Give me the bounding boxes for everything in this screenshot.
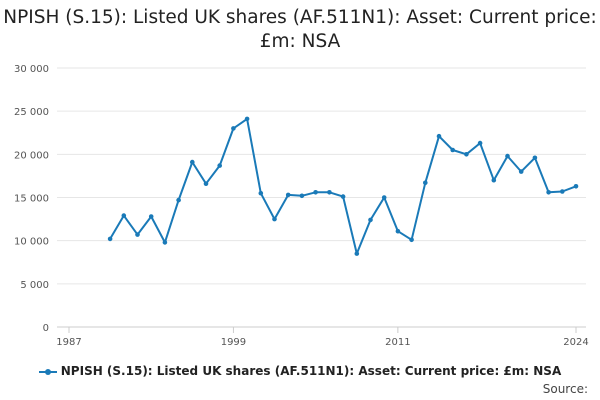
data-point bbox=[272, 216, 277, 222]
x-tick-label: 2011 bbox=[385, 337, 410, 348]
data-point bbox=[423, 180, 428, 186]
data-point bbox=[505, 153, 510, 159]
data-point bbox=[121, 213, 127, 218]
data-point bbox=[381, 195, 387, 200]
legend[interactable]: NPISH (S.15): Listed UK shares (AF.511N1… bbox=[0, 364, 600, 378]
y-tick-label: 5 000 bbox=[20, 280, 49, 291]
data-point bbox=[560, 189, 565, 194]
legend-label: NPISH (S.15): Listed UK shares (AF.511N1… bbox=[60, 364, 562, 378]
legend-line-marker-icon bbox=[38, 367, 57, 377]
data-point bbox=[546, 190, 551, 195]
data-point bbox=[573, 184, 579, 189]
data-point bbox=[231, 126, 236, 131]
data-point bbox=[217, 163, 222, 168]
data-point bbox=[135, 232, 140, 237]
data-point bbox=[203, 181, 209, 186]
series-layer bbox=[107, 116, 579, 256]
data-point bbox=[354, 251, 360, 256]
y-tick-label: 25 000 bbox=[14, 107, 49, 118]
data-point bbox=[313, 190, 318, 195]
data-point bbox=[299, 193, 305, 199]
chart-title: NPISH (S.15): Listed UK shares (AF.511N1… bbox=[3, 7, 597, 52]
data-point bbox=[491, 177, 497, 183]
data-point bbox=[258, 190, 264, 196]
data-point bbox=[190, 159, 195, 165]
x-tick-label: 2024 bbox=[563, 337, 588, 348]
y-tick-label: 20 000 bbox=[14, 150, 49, 161]
data-point bbox=[518, 169, 524, 174]
data-point bbox=[368, 217, 373, 223]
data-point bbox=[409, 237, 414, 243]
data-point bbox=[107, 236, 113, 242]
data-point bbox=[532, 155, 538, 161]
y-tick-label: 10 000 bbox=[14, 237, 49, 248]
data-point bbox=[285, 192, 291, 198]
source-label: Source: bbox=[542, 382, 588, 396]
data-point bbox=[340, 194, 346, 199]
data-point bbox=[436, 133, 442, 139]
grid-lines bbox=[57, 67, 586, 285]
y-tick-label: 30 000 bbox=[14, 64, 49, 75]
x-tick-label: 1987 bbox=[56, 337, 81, 348]
x-tick-label: 1999 bbox=[221, 337, 246, 348]
data-point bbox=[148, 214, 154, 219]
data-point bbox=[450, 147, 456, 153]
y-tick-label: 0 bbox=[43, 323, 49, 334]
series-line bbox=[109, 117, 577, 255]
y-tick-label: 15 000 bbox=[14, 194, 49, 205]
data-point bbox=[327, 190, 332, 195]
data-point bbox=[162, 240, 168, 245]
data-point bbox=[176, 197, 181, 203]
data-point bbox=[395, 228, 401, 234]
data-point bbox=[464, 152, 469, 157]
axes: 0 5 000 10 000 15 000 20 000 25 000 30 000 1987… bbox=[14, 64, 589, 348]
data-point bbox=[477, 140, 483, 146]
data-point bbox=[244, 116, 250, 122]
